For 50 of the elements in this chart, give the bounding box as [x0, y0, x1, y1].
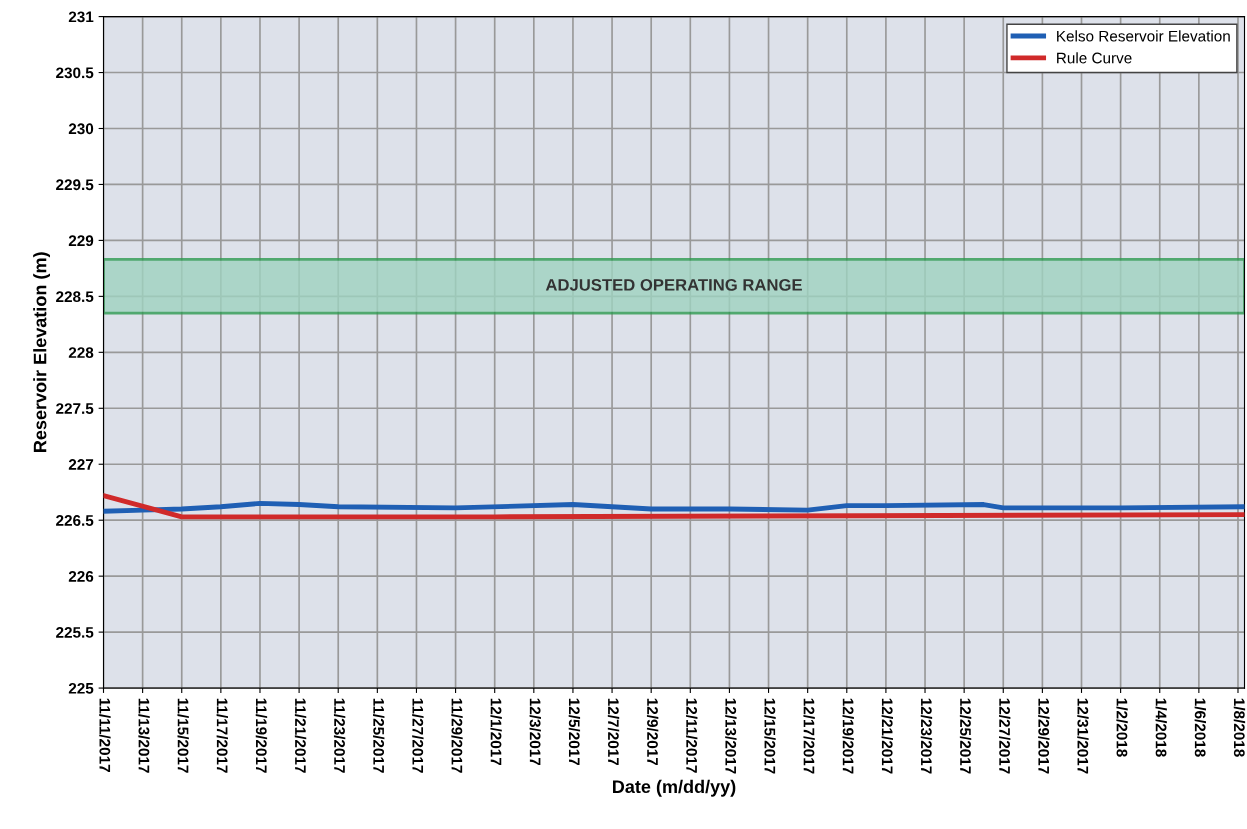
x-tick-label: 12/1/2017 [490, 698, 502, 766]
x-tick-label: 12/9/2017 [646, 698, 659, 766]
x-tick-label: 12/3/2017 [529, 698, 541, 766]
x-tick-label: 11/25/2017 [373, 698, 385, 773]
legend-label: Kelso Reservoir Elevation [1057, 30, 1230, 42]
x-tick-label: 12/17/2017 [803, 698, 815, 774]
x-tick-label: 1/4/2018 [1155, 698, 1167, 757]
x-tick-label: 12/29/2017 [1038, 698, 1050, 774]
y-tick-label: 230 [68, 123, 94, 135]
x-tick-label: 11/27/2017 [412, 698, 424, 773]
x-tick-label: 11/19/2017 [255, 698, 268, 773]
x-tick-label: 12/5/2017 [568, 698, 581, 766]
y-tick-label: 228.5 [56, 291, 94, 303]
x-tick-label: 12/25/2017 [959, 698, 972, 774]
y-tick-label: 229 [68, 235, 94, 247]
x-tick-label: 12/7/2017 [607, 698, 620, 766]
x-tick-label: 11/11/2017 [99, 698, 111, 772]
y-tick-label: 229.5 [56, 179, 94, 191]
x-tick-label: 11/17/2017 [216, 698, 228, 773]
x-tick-label: 1/6/2018 [1194, 698, 1206, 757]
y-tick-label: 230.5 [56, 67, 94, 79]
x-tick-label: 12/27/2017 [999, 698, 1011, 774]
y-tick-label: 225 [68, 682, 94, 694]
x-tick-label: 11/23/2017 [333, 698, 346, 773]
x-tick-label: 12/23/2017 [920, 698, 933, 774]
y-tick-label: 231 [68, 11, 94, 23]
x-tick-label: 11/21/2017 [294, 698, 307, 773]
band-label: ADJUSTED OPERATING RANGE [545, 278, 802, 291]
x-tick-label: 12/31/2017 [1077, 698, 1089, 774]
x-tick-label: 11/15/2017 [177, 698, 189, 773]
y-tick-label: 226 [68, 571, 94, 582]
line-series [103, 500, 1245, 514]
x-tick-label: 11/29/2017 [451, 698, 463, 773]
y-tick-label: 225.5 [56, 626, 94, 638]
x-axis-title: Date (m/dd/yy) [613, 779, 736, 797]
y-tick-label: 227 [68, 459, 94, 470]
x-tick-label: 12/13/2017 [725, 698, 737, 774]
legend-label: Rule Curve [1057, 52, 1132, 64]
y-axis-title: Reservoir Elevation (m) [33, 252, 50, 452]
line-series [103, 493, 1245, 520]
x-tick-label: 1/8/2018 [1233, 698, 1246, 757]
y-tick-label: 227.5 [56, 403, 94, 414]
x-tick-label: 12/19/2017 [842, 698, 854, 774]
x-tick-label: 12/11/2017 [686, 698, 698, 773]
x-tick-label: 12/21/2017 [881, 698, 894, 774]
x-tick-label: 11/13/2017 [138, 698, 150, 773]
x-tick-label: 1/2/2018 [1116, 698, 1128, 757]
y-tick-label: 226.5 [56, 515, 94, 526]
y-tick-label: 228 [68, 347, 94, 359]
x-tick-label: 12/15/2017 [764, 698, 776, 774]
